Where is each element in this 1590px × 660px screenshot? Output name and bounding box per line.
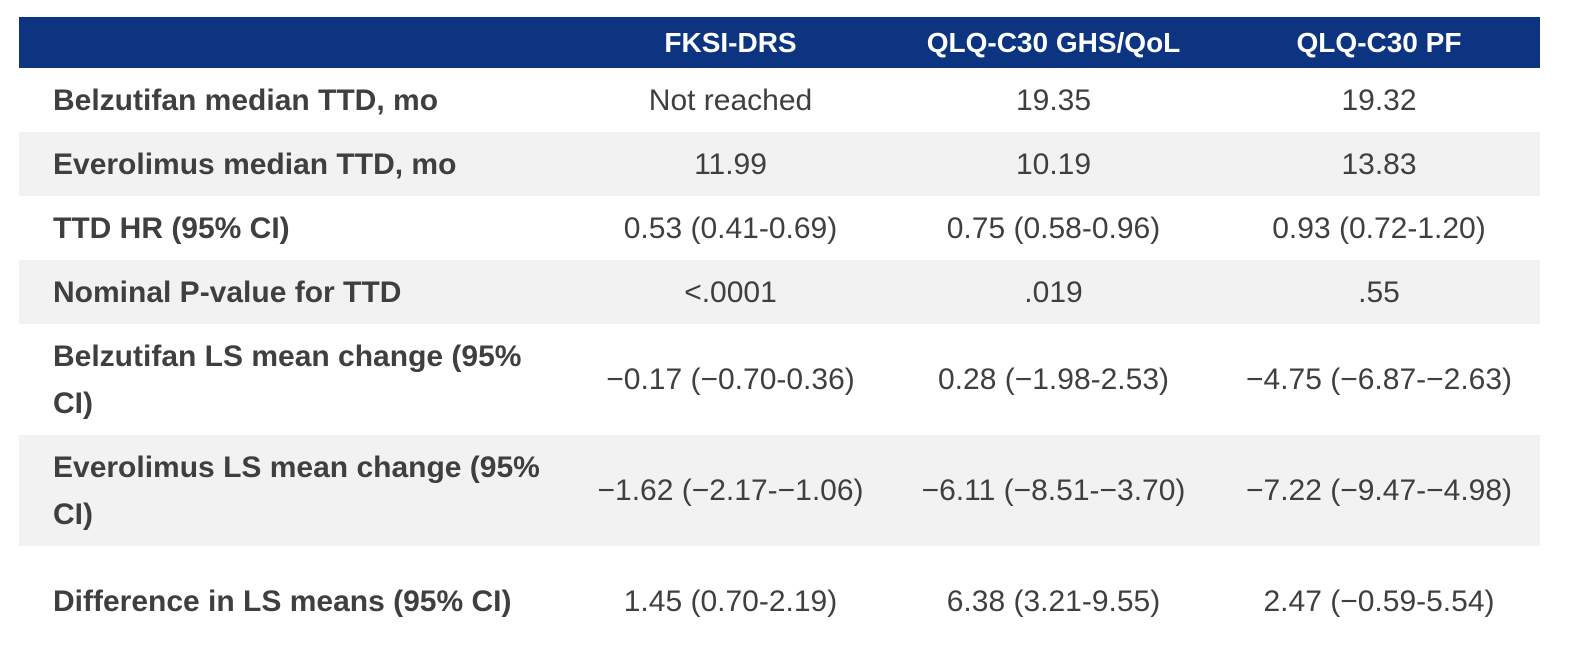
cell-fksi-drs: 1.45 (0.70-2.19): [623, 585, 838, 618]
cell-qlq-c30-pf: −7.22 (−9.47-−4.98): [1245, 474, 1513, 507]
cell-qlq-c30-ghs-qol: 19.35: [1015, 83, 1092, 117]
row-label: Difference in LS means (95% CI): [53, 585, 512, 618]
table-row: TTD HR (95% CI) 0.53 (0.41-0.69) 0.75 (0…: [19, 196, 1540, 260]
cell-qlq-c30-ghs-qol: 0.28 (−1.98-2.53): [938, 363, 1169, 396]
table-row: Nominal P-value for TTD <.0001 .019 .55: [19, 260, 1540, 324]
results-table: FKSI-DRS QLQ-C30 GHS/QoL QLQ-C30 PF Belz…: [19, 17, 1540, 657]
table-row: Belzutifan median TTD, mo Not reached 19…: [19, 68, 1540, 132]
cell-qlq-c30-pf: 19.32: [1341, 83, 1417, 117]
cell-qlq-c30-ghs-qol: 0.75 (0.58-0.96): [946, 211, 1161, 245]
cell-fksi-drs: −1.62 (−2.17-−1.06): [597, 474, 864, 507]
header-row: FKSI-DRS QLQ-C30 GHS/QoL QLQ-C30 PF: [19, 17, 1540, 68]
table-row: Everolimus LS mean change (95% CI) −1.62…: [19, 435, 1540, 546]
table-row: Belzutifan LS mean change (95% CI) −0.17…: [19, 324, 1540, 435]
header-qlq-c30-ghs-qol: QLQ-C30 GHS/QoL: [926, 26, 1181, 58]
table-row: Difference in LS means (95% CI) 1.45 (0.…: [19, 546, 1540, 657]
row-label: Belzutifan LS mean change (95% CI): [53, 339, 522, 420]
row-label: TTD HR (95% CI): [53, 211, 290, 245]
row-label: Everolimus median TTD, mo: [53, 147, 457, 181]
cell-qlq-c30-ghs-qol: 6.38 (3.21-9.55): [946, 585, 1161, 618]
cell-qlq-c30-ghs-qol: −6.11 (−8.51-−3.70): [921, 474, 1186, 507]
table-header: FKSI-DRS QLQ-C30 GHS/QoL QLQ-C30 PF: [19, 17, 1540, 68]
row-label: Everolimus LS mean change (95% CI): [53, 450, 540, 531]
row-label: Belzutifan median TTD, mo: [53, 83, 439, 117]
table-body: Belzutifan median TTD, mo Not reached 19…: [19, 68, 1540, 657]
cell-qlq-c30-ghs-qol: .019: [1024, 275, 1083, 309]
header-corner-cell: [19, 17, 572, 68]
cell-qlq-c30-pf: .55: [1358, 275, 1400, 309]
header-fksi-drs: FKSI-DRS: [664, 26, 797, 58]
cell-fksi-drs: 11.99: [694, 147, 767, 181]
cell-qlq-c30-pf: 2.47 (−0.59-5.54): [1263, 585, 1495, 618]
cell-fksi-drs: Not reached: [648, 83, 813, 117]
results-table-container: FKSI-DRS QLQ-C30 GHS/QoL QLQ-C30 PF Belz…: [19, 17, 1540, 657]
cell-qlq-c30-pf: 13.83: [1341, 147, 1417, 181]
cell-qlq-c30-ghs-qol: 10.19: [1015, 147, 1092, 181]
table-row: Everolimus median TTD, mo 11.99 10.19 13…: [19, 132, 1540, 196]
cell-fksi-drs: <.0001: [684, 275, 777, 309]
row-label: Nominal P-value for TTD: [53, 275, 402, 309]
cell-fksi-drs: 0.53 (0.41-0.69): [623, 211, 838, 245]
cell-qlq-c30-pf: −4.75 (−6.87-−2.63): [1245, 363, 1513, 396]
cell-qlq-c30-pf: 0.93 (0.72-1.20): [1272, 211, 1486, 245]
header-qlq-c30-pf: QLQ-C30 PF: [1296, 26, 1462, 58]
cell-fksi-drs: −0.17 (−0.70-0.36): [606, 363, 855, 396]
